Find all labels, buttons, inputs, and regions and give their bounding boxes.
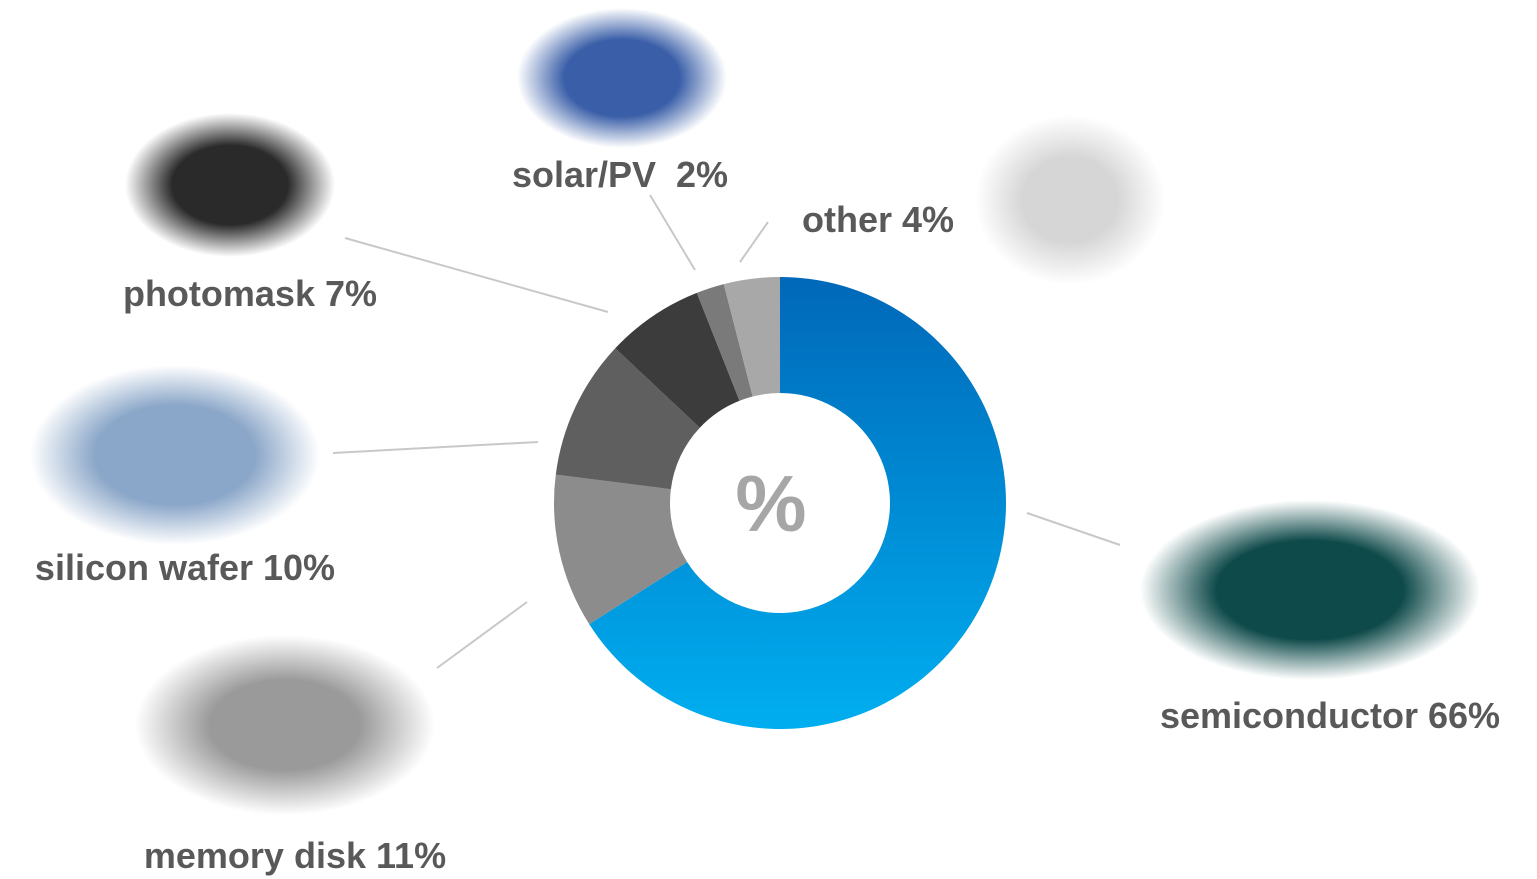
value-label: 7%	[325, 273, 377, 314]
leader-line	[1026, 512, 1121, 546]
category-name: semiconductor	[1160, 695, 1418, 736]
label-gap	[315, 273, 325, 314]
slice-label: silicon wafer 10%	[35, 547, 335, 588]
leader-line	[649, 194, 696, 271]
label-gap	[366, 835, 376, 876]
label-gap	[1418, 695, 1428, 736]
value-label: 2%	[676, 154, 728, 195]
donut-slice	[555, 348, 700, 490]
slice-label: photomask 7%	[123, 273, 377, 314]
leader-line	[332, 441, 539, 454]
wafer-picture	[30, 365, 320, 545]
value-label: 66%	[1428, 695, 1500, 736]
donut-slice	[615, 292, 740, 428]
value-label: 11%	[376, 835, 446, 876]
category-name: solar/PV	[512, 154, 656, 195]
slice-label: semiconductor 66%	[1160, 695, 1500, 736]
category-name: memory disk	[144, 835, 367, 876]
donut-slice	[696, 284, 753, 401]
donut-slice	[723, 277, 780, 397]
pictures	[30, 8, 1480, 815]
category-name: photomask	[123, 273, 316, 314]
slice-label: solar/PV 2%	[512, 154, 728, 195]
chip-picture	[1140, 500, 1480, 680]
label-gap	[892, 199, 902, 240]
value-label: 4%	[902, 199, 954, 240]
other-picture	[975, 115, 1165, 285]
leader-line	[739, 221, 769, 263]
photomask-picture	[125, 113, 335, 257]
donut-slice	[554, 474, 688, 625]
category-name: other	[802, 199, 892, 240]
slice-label: memory disk 11%	[144, 835, 446, 876]
disk-picture	[135, 635, 435, 815]
leader-lines	[332, 194, 1121, 669]
center-label: %	[735, 459, 806, 548]
leader-line	[436, 601, 528, 669]
value-label: 10%	[263, 547, 335, 588]
slice-label: other 4%	[802, 199, 954, 240]
donut-slice	[589, 277, 1006, 729]
label-gap	[253, 547, 263, 588]
leader-line	[344, 237, 609, 313]
category-name: silicon wafer	[35, 547, 253, 588]
label-gap	[656, 154, 676, 195]
solar-picture	[517, 8, 727, 148]
